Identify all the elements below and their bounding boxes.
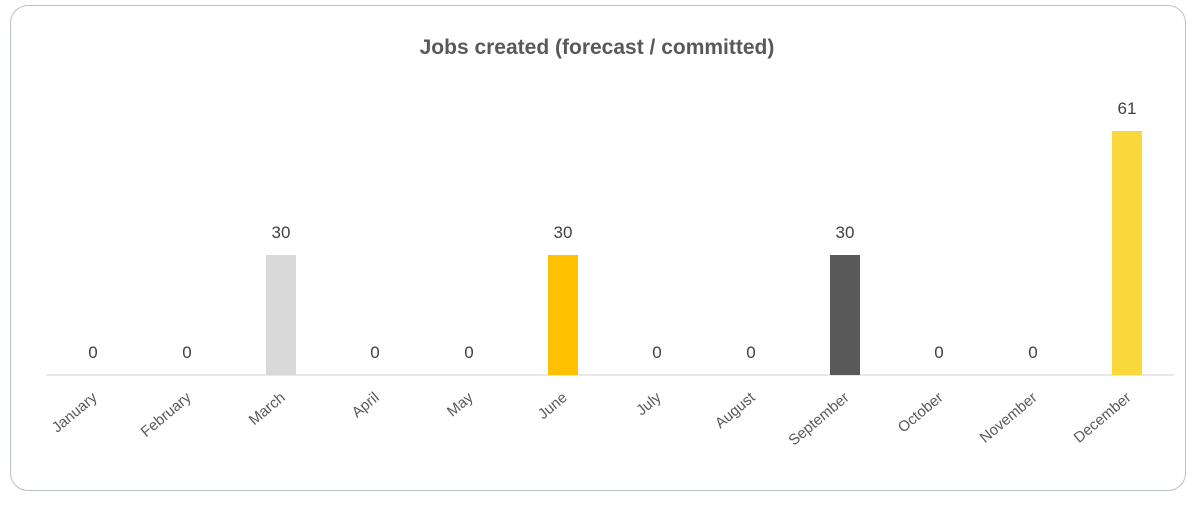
data-label-march: 30 [272,223,291,242]
x-tick-label-september: September [785,389,852,449]
x-tick-label-january: January [49,389,101,437]
data-label-august: 0 [746,343,755,362]
x-tick-label-december: December [1071,389,1135,447]
x-tick-label-june: June [535,389,571,423]
x-tick-label-august: August [712,389,759,433]
data-label-november: 0 [1028,343,1037,362]
chart-frame [10,5,1186,491]
x-tick-label-may: May [444,389,477,421]
x-tick-label-october: October [895,389,947,436]
data-label-september: 30 [836,223,855,242]
bar-june [548,255,578,375]
plot-area: 0 January 0 February 30 March 0 April 0 May 30 June… [46,99,1174,449]
data-label-january: 0 [88,343,97,362]
x-tick-label-march: March [246,389,289,429]
chart-title: Jobs created (forecast / committed) [420,36,775,59]
x-tick-label-april: April [349,389,383,421]
x-tick-label-july: July [633,389,665,419]
data-label-july: 0 [652,343,661,362]
data-label-february: 0 [182,343,191,362]
data-label-october: 0 [934,343,943,362]
data-label-december: 61 [1118,99,1137,118]
bar-september [830,255,860,375]
x-tick-label-february: February [138,389,195,441]
data-label-may: 0 [464,343,473,362]
bar-march [266,255,296,375]
data-label-june: 30 [554,223,573,242]
data-label-april: 0 [370,343,379,362]
x-tick-label-november: November [977,389,1041,447]
bar-december [1112,131,1142,375]
